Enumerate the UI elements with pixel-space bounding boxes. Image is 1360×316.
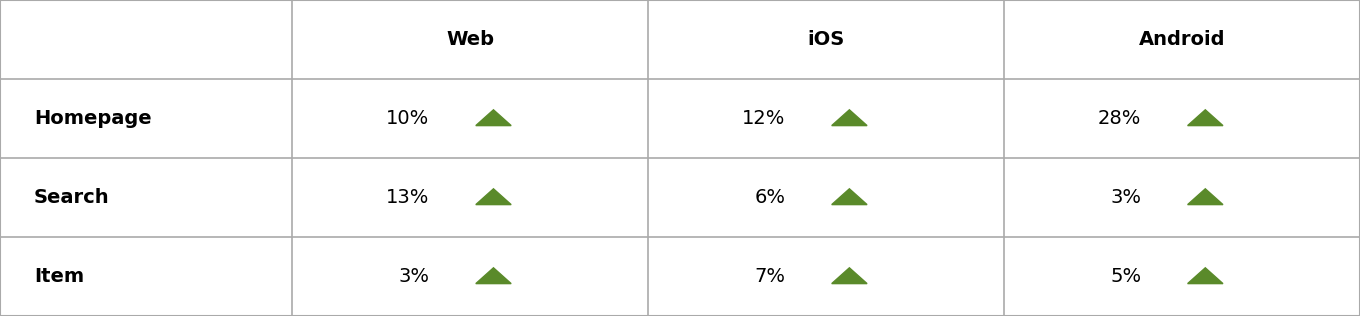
Text: Android: Android — [1138, 30, 1225, 49]
Text: Web: Web — [446, 30, 494, 49]
Text: 10%: 10% — [386, 109, 430, 128]
Polygon shape — [832, 268, 868, 284]
Text: 6%: 6% — [755, 188, 786, 207]
Text: 28%: 28% — [1098, 109, 1141, 128]
Text: 3%: 3% — [1110, 188, 1141, 207]
Text: 12%: 12% — [743, 109, 786, 128]
Polygon shape — [1187, 189, 1223, 205]
Text: Search: Search — [34, 188, 110, 207]
Polygon shape — [1187, 110, 1223, 125]
Polygon shape — [832, 110, 868, 125]
Text: 5%: 5% — [1110, 267, 1141, 286]
Polygon shape — [476, 189, 511, 205]
Text: iOS: iOS — [808, 30, 845, 49]
Text: 3%: 3% — [398, 267, 430, 286]
Text: Item: Item — [34, 267, 84, 286]
Polygon shape — [832, 189, 868, 205]
Text: 7%: 7% — [755, 267, 786, 286]
Polygon shape — [476, 110, 511, 125]
Polygon shape — [1187, 268, 1223, 284]
Text: 13%: 13% — [386, 188, 430, 207]
Polygon shape — [476, 268, 511, 284]
Text: Homepage: Homepage — [34, 109, 151, 128]
